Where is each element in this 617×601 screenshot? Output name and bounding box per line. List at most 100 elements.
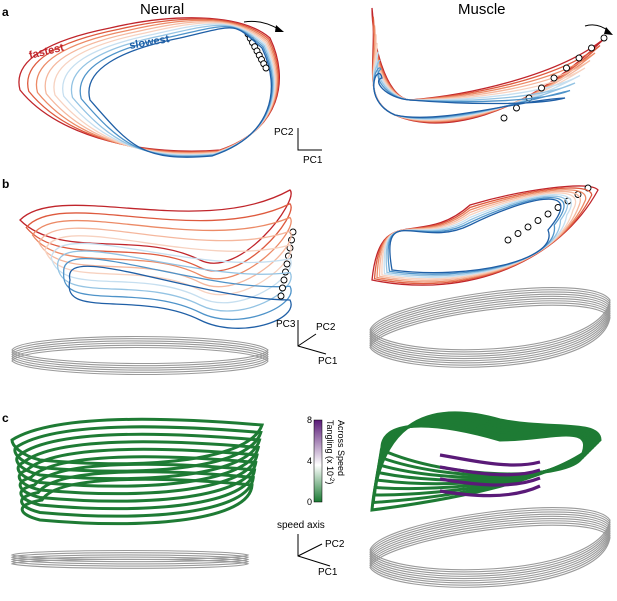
trajectory-line bbox=[44, 235, 292, 296]
tangling-colorbar: 8 4 0 Across Speed Tangling (x 10-2) bbox=[307, 415, 346, 507]
projection-line bbox=[10, 552, 250, 563]
projection-line bbox=[11, 346, 269, 376]
tangling-trajectory bbox=[20, 470, 255, 518]
projection-line bbox=[10, 558, 250, 569]
trajectory-line bbox=[68, 265, 292, 329]
tangling-trajectory bbox=[20, 477, 254, 526]
trajectory-line bbox=[389, 198, 562, 274]
projection-line bbox=[369, 291, 611, 355]
trajectory-marker bbox=[262, 64, 270, 72]
neural-column-title: Neural bbox=[140, 1, 184, 18]
panel-b-muscle-gray-projection bbox=[369, 287, 611, 368]
projection-line bbox=[369, 522, 611, 586]
projection-line bbox=[369, 513, 611, 577]
projection-line bbox=[369, 509, 611, 573]
panel-letter-b: b bbox=[2, 177, 9, 191]
trajectory-marker bbox=[500, 114, 508, 122]
trajectory-line bbox=[372, 25, 596, 123]
trajectory-marker bbox=[504, 236, 512, 244]
projection-line bbox=[369, 293, 611, 357]
projection-line bbox=[369, 511, 611, 575]
axis-indicator-a: PC2 PC1 bbox=[274, 127, 323, 166]
trajectory-marker bbox=[282, 268, 289, 276]
fastest-label: fastest bbox=[28, 42, 66, 62]
trajectory-marker bbox=[280, 276, 288, 284]
colorbar-title: Across Speed bbox=[336, 420, 346, 476]
projection-line bbox=[11, 335, 269, 365]
projection-line bbox=[369, 518, 611, 582]
projection-line bbox=[369, 515, 611, 579]
trajectory-marker bbox=[538, 84, 545, 92]
axis-label-pc2-a: PC2 bbox=[274, 127, 294, 138]
trajectory-line bbox=[31, 216, 292, 280]
panel-a-neural-trajectories bbox=[18, 17, 281, 158]
panel-b-muscle-trajectories bbox=[371, 184, 599, 286]
trajectory-line bbox=[50, 242, 292, 304]
high-tangling-segment bbox=[439, 476, 541, 487]
projection-line bbox=[11, 338, 269, 367]
projection-line bbox=[369, 304, 611, 368]
trajectory-marker bbox=[575, 54, 583, 62]
trajectory-marker bbox=[588, 44, 595, 52]
trajectory-marker bbox=[563, 64, 570, 72]
trajectory-line bbox=[38, 227, 292, 288]
projection-line bbox=[11, 340, 269, 369]
high-tangling-segment bbox=[439, 484, 541, 498]
projection-line bbox=[11, 344, 269, 373]
trajectory-marker bbox=[513, 104, 520, 112]
axis-label-pc1-b: PC1 bbox=[318, 356, 338, 367]
trajectory-marker bbox=[600, 34, 608, 42]
projection-line bbox=[369, 287, 611, 351]
axis-label-pc2-c: PC2 bbox=[325, 539, 345, 550]
projection-line bbox=[369, 520, 611, 584]
projection-line bbox=[369, 302, 611, 366]
trajectory-line bbox=[381, 192, 577, 280]
trajectory-line bbox=[56, 250, 292, 312]
projection-line bbox=[369, 295, 611, 359]
axis-label-pc1-c: PC1 bbox=[318, 567, 338, 578]
projection-line bbox=[369, 524, 611, 588]
trajectory-marker bbox=[283, 260, 291, 268]
high-tangling-segment bbox=[439, 465, 541, 477]
projection-line bbox=[11, 342, 269, 371]
trajectory-marker bbox=[544, 210, 552, 218]
trajectory-marker bbox=[550, 74, 558, 82]
colorbar-gradient bbox=[313, 419, 323, 503]
axis-label-pc1-a: PC1 bbox=[303, 155, 323, 166]
trajectory-line bbox=[371, 7, 606, 124]
projection-line bbox=[369, 300, 611, 364]
projection-line bbox=[369, 298, 611, 362]
panel-b-neural-gray-projection bbox=[11, 335, 269, 376]
colorbar-tick-8: 8 bbox=[307, 415, 312, 425]
projection-line bbox=[10, 556, 250, 567]
high-tangling-segment bbox=[439, 453, 541, 467]
projection-line bbox=[369, 507, 611, 571]
trajectory-line bbox=[88, 27, 273, 158]
colorbar-tick-0: 0 bbox=[307, 497, 312, 507]
rotation-arrow-neural-head bbox=[275, 25, 284, 32]
panel-a-muscle-trajectories bbox=[371, 7, 608, 124]
panel-letter-c: c bbox=[2, 411, 9, 425]
trajectory-marker bbox=[534, 217, 542, 224]
panel-b-neural-trajectories bbox=[19, 189, 297, 329]
rotation-arrow-muscle-head bbox=[604, 27, 613, 35]
axis-label-pc2-b: PC2 bbox=[316, 322, 336, 333]
colorbar-tick-4: 4 bbox=[307, 456, 312, 466]
muscle-column-title: Muscle bbox=[458, 1, 506, 18]
trajectory-marker bbox=[277, 292, 285, 300]
axis-indicator-c: speed axis PC2 PC1 bbox=[277, 520, 345, 578]
panel-c-neural-tangling-trajectories bbox=[10, 417, 265, 526]
speed-axis-label: speed axis bbox=[277, 520, 325, 531]
projection-line bbox=[369, 289, 611, 353]
trajectory-marker bbox=[279, 284, 286, 292]
panel-c-muscle-gray-projection bbox=[369, 507, 611, 588]
trajectory-line bbox=[387, 196, 565, 275]
projection-line bbox=[10, 554, 250, 565]
axis-indicator-b: PC3 PC2 PC1 bbox=[276, 319, 338, 367]
trajectory-line bbox=[372, 42, 586, 121]
projection-line bbox=[10, 549, 250, 561]
axis-label-pc3-b: PC3 bbox=[276, 319, 296, 330]
slowest-label: slowest bbox=[128, 33, 170, 52]
panel-c-muscle-tangling-trajectories bbox=[370, 411, 602, 512]
